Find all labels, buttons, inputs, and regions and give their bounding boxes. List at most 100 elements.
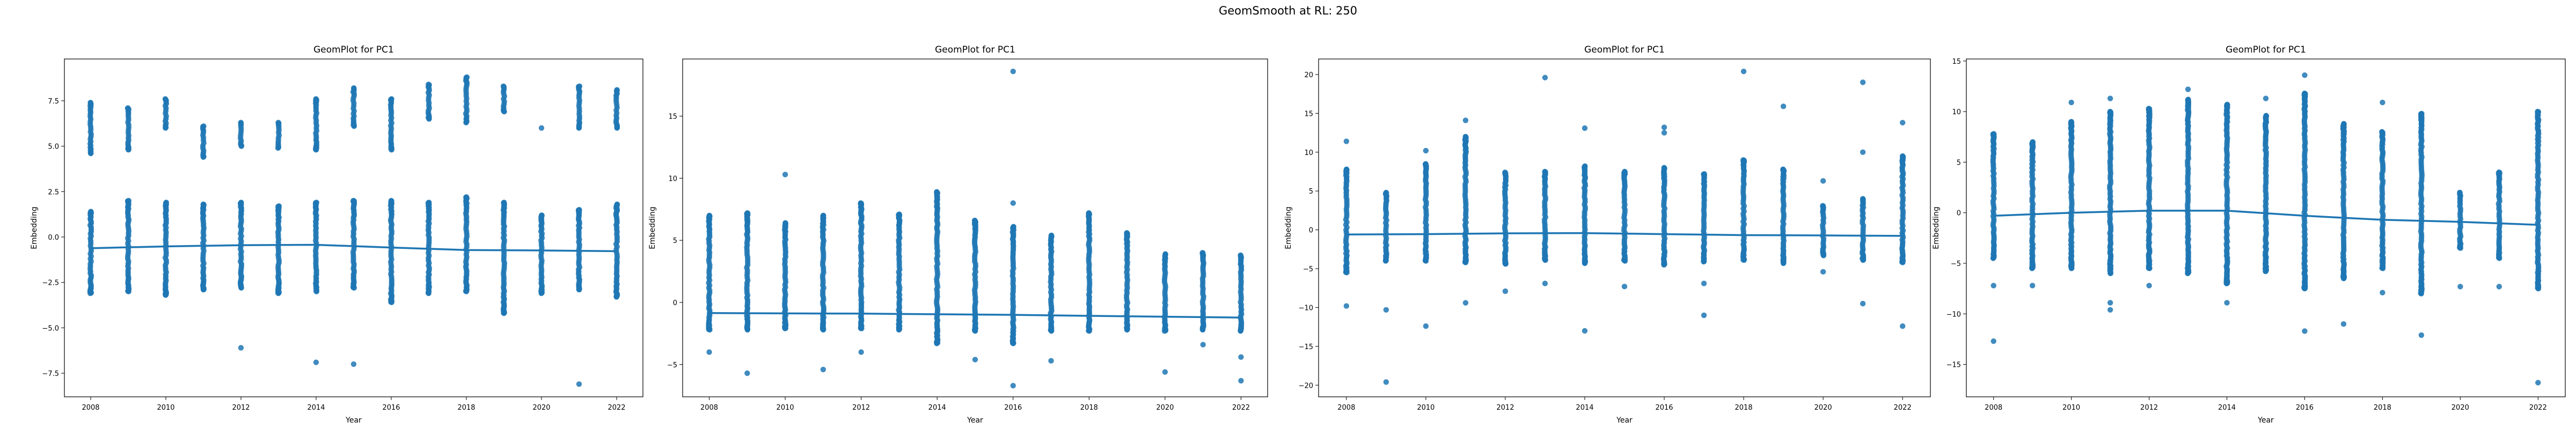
y-tick-label: 7.5 xyxy=(48,98,59,106)
data-point xyxy=(1423,323,1429,329)
data-point xyxy=(821,212,826,219)
x-axis-label: Year xyxy=(967,416,983,425)
x-tick-label: 2010 xyxy=(157,404,174,412)
x-tick-label: 2016 xyxy=(2296,404,2314,412)
data-point xyxy=(2146,106,2152,112)
data-point xyxy=(275,120,281,125)
data-point xyxy=(1899,120,1906,125)
x-tick-label: 2022 xyxy=(2529,404,2547,412)
data-point xyxy=(313,359,319,365)
data-point xyxy=(426,82,431,87)
x-tick-label: 2018 xyxy=(1735,404,1753,412)
y-tick-label: 15 xyxy=(1304,110,1313,118)
y-tick-label: 5.0 xyxy=(48,143,59,151)
y-tick-label: 0 xyxy=(673,299,677,307)
y-tick-label: −5.0 xyxy=(42,324,59,332)
data-point xyxy=(1462,117,1469,123)
data-point xyxy=(1542,280,1548,286)
chart-title: GeomPlot for PC1 xyxy=(935,45,1015,55)
smooth-line xyxy=(90,243,617,253)
chart-panel-4: GeomPlot for PC1 Year Embedding 2008 2010 201… xyxy=(1932,45,2566,425)
x-tick-label: 2008 xyxy=(1985,404,2002,412)
data-point xyxy=(1462,300,1469,306)
axes-frame xyxy=(64,58,643,397)
data-point xyxy=(1820,203,1826,209)
x-axis-label: Year xyxy=(1616,416,1633,425)
y-tick-label: −15 xyxy=(1946,361,1961,369)
y-tick-label: −10 xyxy=(1946,310,1961,319)
data-point xyxy=(2535,380,2541,386)
y-axis-label: Embedding xyxy=(648,206,657,249)
data-point xyxy=(782,172,788,177)
y-tick-label: 15 xyxy=(1952,58,1961,66)
data-point xyxy=(88,209,94,214)
data-point xyxy=(2107,95,2113,101)
data-point xyxy=(1860,196,1866,202)
data-point xyxy=(2263,95,2269,101)
data-point xyxy=(501,199,507,205)
x-axis-label: Year xyxy=(2257,416,2274,425)
data-point xyxy=(238,120,244,125)
data-point xyxy=(1780,103,1787,109)
data-point xyxy=(201,123,207,129)
data-point xyxy=(1502,169,1508,175)
data-point xyxy=(500,83,507,90)
x-tick-label: 2010 xyxy=(777,404,794,412)
y-tick-label: −10 xyxy=(1299,304,1313,312)
data-point xyxy=(706,212,713,219)
data-point xyxy=(2535,108,2541,115)
x-tick-label: 2018 xyxy=(457,404,475,412)
data-point xyxy=(1900,153,1906,159)
data-point xyxy=(896,211,903,217)
x-tick-label: 2016 xyxy=(382,404,400,412)
data-point xyxy=(1010,68,1016,75)
data-point xyxy=(2380,99,2385,106)
data-point xyxy=(463,194,470,200)
data-point xyxy=(576,83,583,90)
data-point xyxy=(1990,131,1997,137)
data-point xyxy=(2030,139,2036,145)
data-point xyxy=(1860,149,1866,155)
data-point xyxy=(2107,307,2113,313)
data-point xyxy=(858,349,864,355)
x-tick-label: 2008 xyxy=(1337,404,1355,412)
data-point xyxy=(2029,283,2036,289)
data-point xyxy=(1740,157,1746,163)
x-tick-label: 2012 xyxy=(2140,404,2158,412)
data-point xyxy=(125,105,131,111)
data-point xyxy=(1820,178,1826,184)
data-point xyxy=(426,199,432,205)
figure-suptitle: GeomSmooth at RL: 250 xyxy=(1218,4,1358,17)
data-point xyxy=(2302,72,2308,78)
y-tick-label: 20 xyxy=(1304,71,1313,79)
y-axis-label: Embedding xyxy=(30,206,39,249)
x-tick-label: 2016 xyxy=(1004,404,1022,412)
data-point xyxy=(1582,328,1588,334)
data-point xyxy=(1162,251,1168,257)
data-point xyxy=(1701,171,1707,177)
data-point xyxy=(2301,90,2308,97)
data-point xyxy=(313,199,320,205)
y-tick-label: 15 xyxy=(668,113,677,121)
x-tick-label: 2014 xyxy=(1576,404,1593,412)
data-point xyxy=(1582,163,1588,169)
data-point xyxy=(1010,200,1016,206)
chart-panel-2: GeomPlot for PC1 Year Embedding 2008 2010 201… xyxy=(648,45,1268,425)
data-point xyxy=(2419,110,2425,117)
data-point xyxy=(1542,168,1548,175)
y-tick-label: 0.0 xyxy=(48,234,59,242)
data-point xyxy=(1542,75,1548,80)
data-point xyxy=(744,210,750,216)
y-tick-label: 2.5 xyxy=(48,188,59,196)
data-point xyxy=(1049,232,1055,239)
axes-frame xyxy=(682,58,1268,397)
data-point xyxy=(87,100,93,106)
y-tick-label: 10 xyxy=(668,175,677,183)
data-point xyxy=(2380,290,2385,295)
data-point xyxy=(1343,166,1350,172)
data-point xyxy=(1462,134,1468,140)
y-tick-label: 5 xyxy=(673,237,677,245)
data-point xyxy=(238,199,244,205)
data-point xyxy=(614,87,620,93)
